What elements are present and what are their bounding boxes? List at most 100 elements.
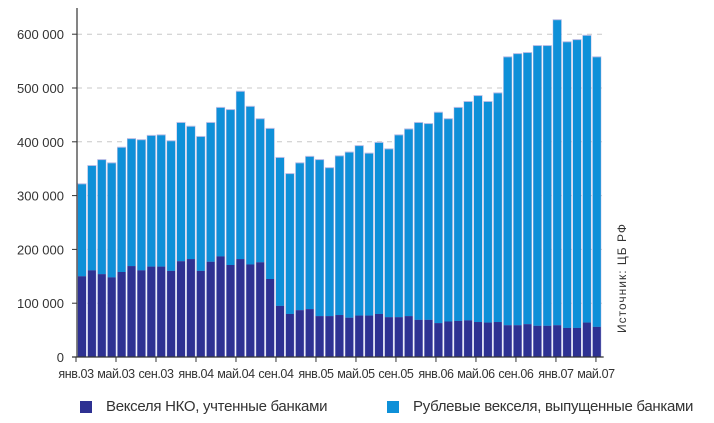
bar-nko-bills	[454, 320, 463, 357]
axes: 0 100 000 200 000 300 000 400 000 500 000 600 …	[17, 8, 616, 381]
bar-nko-bills	[78, 276, 86, 357]
bar-ruble-bills	[404, 129, 413, 317]
bar-ruble-bills	[157, 135, 166, 267]
bar-nko-bills	[444, 321, 453, 357]
bar-nko-bills	[493, 322, 502, 357]
legend-item-nko-bills: Векселя НКО, учтенные банками	[80, 398, 327, 415]
bar-nko-bills	[464, 320, 473, 357]
bar-nko-bills	[375, 313, 383, 357]
bar-ruble-bills	[384, 149, 393, 318]
bar-ruble-bills	[474, 96, 482, 323]
y-tick-label: 100 000	[17, 296, 64, 311]
bar-nko-bills	[404, 316, 413, 357]
bar-ruble-bills	[424, 124, 433, 320]
x-tick-label: янв.04	[178, 367, 214, 381]
bar-ruble-bills	[127, 139, 136, 267]
bar-nko-bills	[97, 274, 106, 357]
bar-nko-bills	[107, 277, 116, 357]
bar-nko-bills	[127, 266, 136, 357]
bar-ruble-bills	[285, 174, 294, 314]
bar-ruble-bills	[87, 166, 96, 271]
x-tick-label: сен.05	[378, 367, 414, 381]
x-tick-label: май.05	[337, 367, 375, 381]
bar-ruble-bills	[325, 168, 334, 317]
bars	[77, 19, 602, 358]
bar-ruble-bills	[543, 46, 552, 326]
bar-nko-bills	[186, 259, 195, 357]
bar-nko-bills	[503, 325, 512, 357]
bar-ruble-bills	[375, 142, 383, 314]
bar-ruble-bills	[444, 119, 453, 322]
x-tick-label: янв.03	[58, 367, 94, 381]
bar-ruble-bills	[503, 57, 512, 326]
bar-ruble-bills	[464, 101, 473, 321]
bar-nko-bills	[295, 310, 304, 357]
bar-nko-bills	[167, 270, 176, 357]
bar-ruble-bills	[582, 35, 591, 323]
x-tick-label: сен.03	[138, 367, 174, 381]
bar-nko-bills	[285, 313, 294, 357]
bar-ruble-bills	[563, 42, 572, 328]
bar-nko-bills	[414, 319, 423, 357]
bar-ruble-bills	[226, 110, 235, 266]
bar-nko-bills	[226, 265, 235, 357]
x-tick-label: янв.05	[298, 367, 334, 381]
bar-nko-bills	[345, 317, 354, 357]
y-tick-label: 400 000	[17, 135, 64, 150]
bar-nko-bills	[384, 317, 393, 357]
y-tick-label: 500 000	[17, 81, 64, 96]
y-tick-label: 200 000	[17, 242, 64, 257]
bar-ruble-bills	[236, 91, 245, 260]
y-tick-label: 0	[57, 350, 64, 365]
legend-item-ruble-bills: Рублевые векселя, выпущенные банками	[387, 398, 693, 415]
x-tick-label: май.04	[217, 367, 255, 381]
bar-nko-bills	[573, 327, 581, 357]
legend-swatch-light	[387, 400, 399, 413]
bar-ruble-bills	[454, 107, 463, 321]
bar-nko-bills	[424, 319, 433, 357]
bar-ruble-bills	[216, 107, 225, 257]
bar-ruble-bills	[78, 184, 86, 277]
bar-ruble-bills	[167, 141, 176, 271]
x-tick-label: май.03	[97, 367, 135, 381]
bar-nko-bills	[365, 315, 374, 357]
bar-nko-bills	[335, 315, 344, 357]
bar-ruble-bills	[305, 156, 314, 310]
bar-ruble-bills	[147, 135, 156, 267]
legend-swatch-dark	[80, 400, 92, 413]
bar-nko-bills	[553, 325, 562, 357]
bar-nko-bills	[87, 270, 96, 357]
bar-nko-bills	[137, 270, 146, 357]
x-tick-label: сен.04	[258, 367, 294, 381]
bar-nko-bills	[315, 316, 324, 357]
bar-nko-bills	[483, 322, 492, 357]
bar-nko-bills	[256, 262, 265, 357]
bar-nko-bills	[434, 323, 443, 357]
bar-nko-bills	[236, 259, 245, 357]
bar-ruble-bills	[553, 20, 562, 326]
bar-nko-bills	[157, 266, 166, 357]
bar-ruble-bills	[186, 126, 195, 260]
bar-nko-bills	[355, 315, 364, 357]
bar-ruble-bills	[246, 106, 255, 265]
bar-ruble-bills	[483, 101, 492, 323]
bar-ruble-bills	[107, 163, 116, 278]
bar-ruble-bills	[196, 136, 205, 271]
x-tick-label: янв.06	[418, 367, 454, 381]
y-tick-label: 600 000	[17, 27, 64, 42]
bar-nko-bills	[474, 322, 482, 357]
bar-ruble-bills	[365, 153, 374, 316]
bar-ruble-bills	[434, 112, 443, 324]
bar-ruble-bills	[315, 160, 324, 317]
bar-ruble-bills	[592, 57, 601, 327]
bar-nko-bills	[325, 316, 334, 357]
source-annotation: Источник: ЦБ РФ	[615, 223, 629, 333]
bar-nko-bills	[305, 309, 314, 357]
bar-nko-bills	[582, 322, 591, 357]
x-tick-label: янв.07	[538, 367, 574, 381]
bar-nko-bills	[513, 325, 522, 357]
bar-ruble-bills	[335, 156, 344, 316]
bar-ruble-bills	[533, 46, 542, 326]
bar-nko-bills	[216, 256, 225, 357]
